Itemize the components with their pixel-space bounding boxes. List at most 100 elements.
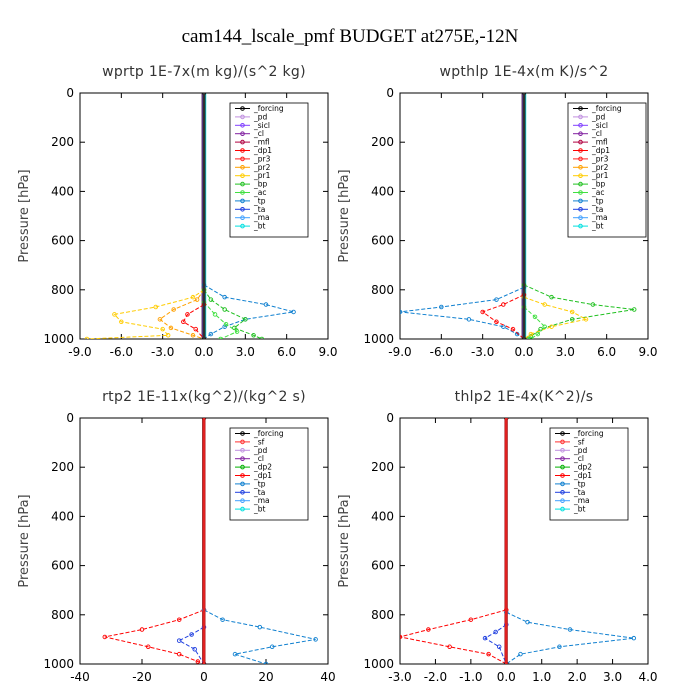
legend-swatch-marker — [240, 498, 245, 504]
series-point-dp1 — [181, 319, 186, 325]
series-point-bp — [208, 297, 214, 302]
legend-entry: _bt — [573, 505, 586, 514]
legend-entry: _cl — [573, 454, 584, 463]
series-point-dp1 — [185, 312, 190, 317]
y-tick-label: 600 — [51, 234, 74, 248]
legend-swatch-marker — [578, 223, 583, 229]
legend-swatch-marker — [240, 207, 245, 212]
series-line-tp — [203, 609, 316, 664]
legend-swatch-marker — [578, 131, 583, 136]
legend-entry: _tp — [573, 479, 586, 488]
series-line-tp — [400, 286, 525, 339]
series-point-tp — [269, 644, 275, 650]
series-point-bp — [549, 294, 554, 300]
legend-entry: _ta — [253, 205, 265, 214]
series-point-bp — [631, 307, 637, 312]
series-point-bp — [243, 317, 248, 322]
legend-entry: _ma — [573, 496, 590, 505]
legend-swatch-marker — [578, 139, 583, 145]
y-tick-label: 0 — [386, 411, 394, 425]
y-tick-label: 800 — [51, 608, 74, 622]
series-point-dp1 — [447, 644, 452, 650]
y-tick-label: 400 — [51, 509, 74, 523]
series-line-dp1 — [481, 294, 525, 339]
panel-title: rtp2 1E-11x(kg^2)/(kg^2 s) — [102, 389, 306, 405]
legend-swatch-marker — [560, 498, 565, 504]
x-tick-label: -40 — [70, 670, 90, 684]
legend-swatch-marker — [240, 131, 245, 136]
x-tick-label: 2.0 — [568, 670, 587, 684]
legend-entry: _pr3 — [253, 154, 271, 163]
legend-entry: _ac — [591, 188, 604, 197]
legend-swatch-marker — [560, 464, 565, 470]
legend-swatch-marker — [578, 123, 583, 128]
legend-swatch-marker — [578, 207, 583, 212]
legend-entry: _cl — [253, 454, 264, 463]
series-point-tp — [466, 317, 472, 322]
series-point-pr1 — [119, 319, 124, 325]
panel-1: wprtp 1E-7x(m kg)/(s^2 kg) Pressure [hPa]… — [17, 64, 338, 359]
x-tick-label: -3.0 — [471, 345, 494, 359]
series-point-pr1 — [549, 324, 554, 329]
legend-entry: _pr2 — [591, 163, 609, 172]
series-point-ac — [234, 329, 240, 334]
series-point-ac — [532, 314, 538, 320]
series-point-tp — [439, 304, 444, 310]
x-tick-label: 40 — [320, 670, 335, 684]
y-tick-label: 400 — [371, 509, 394, 523]
legend-swatch-marker — [578, 190, 583, 195]
legend-swatch-marker — [578, 198, 583, 204]
series-point-pr2 — [157, 317, 163, 322]
x-tick-label: -20 — [132, 670, 152, 684]
y-tick-label: 200 — [51, 135, 74, 149]
series-point-dp1 — [195, 659, 201, 664]
y-tick-label: 200 — [51, 460, 74, 474]
x-tick-label: 0.0 — [497, 670, 516, 684]
series-point-dp1 — [501, 302, 506, 307]
series-point-dp1 — [176, 617, 182, 622]
x-tick-label: 0.0 — [514, 345, 533, 359]
series-point-pr1 — [190, 294, 196, 300]
legend-entry: _ma — [591, 213, 608, 222]
legend-swatch-marker — [560, 506, 565, 512]
panel-title: thlp2 1E-4x(K^2)/s — [455, 389, 594, 405]
series-point-tp — [222, 294, 227, 300]
legend-entry: _tp — [253, 196, 266, 205]
series-point-dp1 — [176, 651, 182, 657]
legend-swatch-marker — [240, 139, 245, 145]
x-tick-label: -3.0 — [151, 345, 174, 359]
y-tick-label: 600 — [371, 234, 394, 248]
series-point-tp — [631, 635, 637, 641]
series-point-bp — [259, 336, 265, 339]
legend-swatch-marker — [578, 114, 583, 120]
legend-swatch-marker — [560, 481, 565, 487]
series-point-pr1 — [112, 312, 117, 317]
series-line-tp — [506, 611, 634, 664]
legend-entry: _ta — [253, 488, 265, 497]
series-point-ta — [493, 629, 498, 635]
series-point-ta — [496, 644, 502, 650]
series-point-dp1 — [494, 319, 499, 325]
legend-entry: _pd — [573, 446, 588, 455]
x-tick-label: 9.0 — [318, 345, 337, 359]
series-point-bp — [528, 334, 534, 339]
y-tick-label: 0 — [386, 86, 394, 100]
legend-entry: _ma — [253, 496, 270, 505]
legend-entry: _tp — [591, 196, 604, 205]
legend: _forcing_pd_sicl_cl_mfl_dp1_pr3_pr2_pr1_… — [567, 102, 647, 238]
y-axis-label: Pressure [hPa] — [337, 494, 352, 587]
x-tick-label: -2.0 — [424, 670, 447, 684]
y-axis-label: Pressure [hPa] — [17, 169, 32, 262]
series-point-pr2 — [190, 333, 196, 338]
legend-swatch-marker — [578, 215, 583, 220]
x-tick-label: 4.0 — [638, 670, 657, 684]
legend-entry: _tp — [253, 479, 266, 488]
legend-swatch-marker — [240, 506, 245, 512]
x-tick-label: -3.0 — [388, 670, 411, 684]
series-point-pr1 — [528, 331, 534, 337]
legend-entry: _forcing — [573, 429, 604, 438]
legend-swatch-marker — [240, 181, 245, 187]
legend-entry: _forcing — [253, 429, 284, 438]
y-tick-label: 1000 — [363, 657, 394, 671]
